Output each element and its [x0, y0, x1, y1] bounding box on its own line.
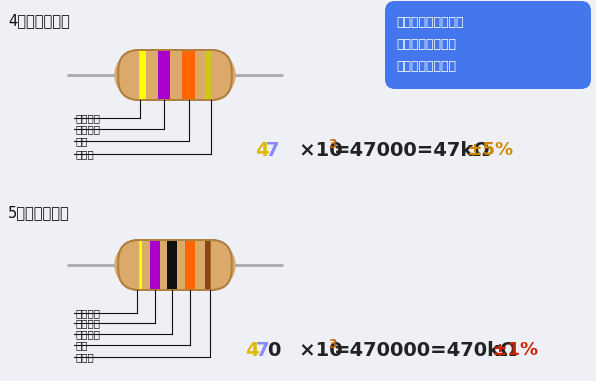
Text: 許容差: 許容差: [76, 149, 95, 159]
Text: 3: 3: [328, 138, 337, 150]
Bar: [132, 240, 142, 290]
Bar: [150, 240, 160, 290]
Text: 4線表示の場合: 4線表示の場合: [8, 13, 70, 28]
Text: 第一数字: 第一数字: [76, 113, 101, 123]
Bar: [206, 50, 218, 100]
Text: 5線表示の場合: 5線表示の場合: [8, 205, 70, 220]
Text: 7: 7: [256, 341, 269, 360]
FancyBboxPatch shape: [118, 240, 232, 290]
Wedge shape: [211, 240, 235, 290]
Text: ±1%: ±1%: [480, 341, 538, 359]
Bar: [205, 240, 215, 290]
FancyBboxPatch shape: [385, 1, 591, 89]
Text: 個別ルールがある: 個別ルールがある: [396, 38, 456, 51]
Text: ×10: ×10: [279, 341, 343, 360]
Text: 場合もあります。: 場合もあります。: [396, 60, 456, 73]
Text: 第二数字: 第二数字: [76, 318, 101, 328]
Text: 第一数字: 第一数字: [76, 308, 101, 318]
Text: =470000=470kΩ: =470000=470kΩ: [334, 341, 517, 360]
Bar: [134, 50, 146, 100]
Bar: [185, 240, 195, 290]
Wedge shape: [114, 50, 139, 100]
Wedge shape: [114, 240, 139, 290]
Text: =47000=47kΩ: =47000=47kΩ: [334, 141, 491, 160]
FancyBboxPatch shape: [118, 50, 232, 100]
Text: 4: 4: [245, 341, 259, 360]
Text: 許容差: 許容差: [76, 352, 95, 362]
Text: 乗数: 乗数: [76, 136, 88, 146]
Text: 注）製品によっては: 注）製品によっては: [396, 16, 464, 29]
Wedge shape: [211, 50, 235, 100]
Text: 第二数字: 第二数字: [76, 124, 101, 134]
Text: 3: 3: [328, 338, 337, 351]
Text: 乗数: 乗数: [76, 340, 88, 350]
Text: ×10: ×10: [279, 141, 343, 160]
Bar: [167, 240, 178, 290]
Text: 7: 7: [266, 141, 280, 160]
Text: 0: 0: [267, 341, 280, 360]
Bar: [158, 50, 170, 100]
Text: 第三数字: 第三数字: [76, 329, 101, 339]
Text: ±5%: ±5%: [455, 141, 513, 159]
Text: 4: 4: [255, 141, 269, 160]
Bar: [182, 50, 194, 100]
